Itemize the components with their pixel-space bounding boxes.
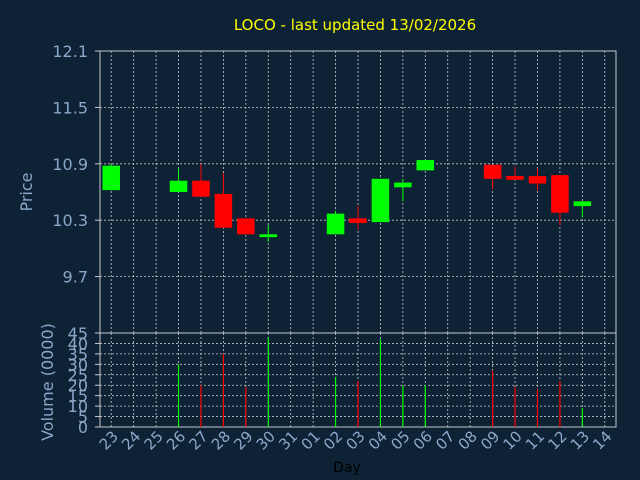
price-axis-label: Price [17, 172, 36, 211]
candle-body [528, 176, 547, 184]
volume-tick-label: 5 [78, 408, 88, 427]
price-panel: 12.1 11.5 10.9 10.3 9.7 [52, 42, 617, 334]
volume-tick-label: 10 [68, 397, 88, 416]
x-axis: 2324252627282930310102030405060708091011… [96, 427, 616, 453]
candle-body [349, 218, 367, 224]
x-axis-label: Day [333, 460, 361, 476]
candle-body [259, 234, 278, 238]
chart-title: LOCO - last updated 13/02/2026 [234, 16, 476, 34]
candle-body [371, 178, 390, 223]
volume-tick-label: 20 [68, 376, 88, 395]
candle-body [169, 180, 188, 192]
price-tick-label: 9.7 [63, 268, 88, 287]
candle-body [551, 175, 569, 213]
price-tick-label: 10.3 [52, 211, 88, 230]
candle-body [214, 193, 233, 228]
candle-body [483, 164, 502, 179]
volume-axis-label: Volume (0000) [38, 323, 57, 441]
candle-body [394, 182, 412, 188]
volume-tick-label: 35 [68, 345, 88, 364]
candle-body [506, 176, 524, 180]
price-tick-label: 10.9 [52, 155, 88, 174]
candle-body [573, 201, 592, 207]
candle-body [237, 218, 255, 235]
volume-tick-label: 0 [78, 418, 88, 437]
candle-body [416, 160, 435, 171]
price-tick-label: 11.5 [52, 98, 88, 117]
candle-body [192, 180, 210, 197]
volume-tick-label: 15 [68, 387, 88, 406]
volume-tick-label: 25 [68, 366, 88, 385]
candle-body [326, 213, 345, 235]
candle-body [102, 165, 120, 191]
price-tick-label: 12.1 [52, 42, 88, 61]
volume-tick-label: 40 [68, 334, 88, 353]
volume-tick-label: 45 [68, 324, 88, 343]
volume-tick-label: 30 [68, 355, 88, 374]
